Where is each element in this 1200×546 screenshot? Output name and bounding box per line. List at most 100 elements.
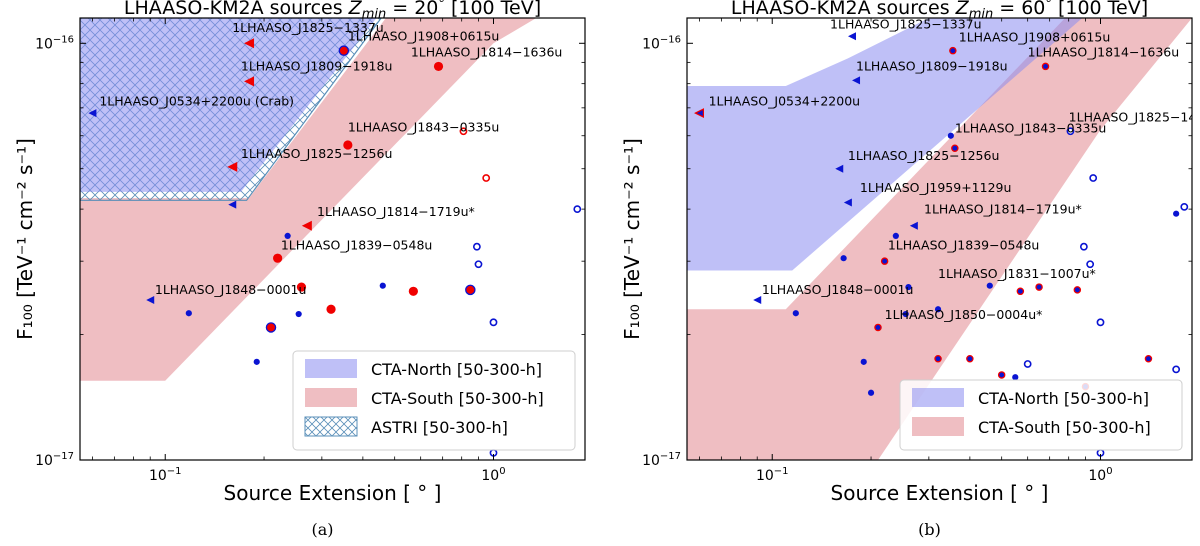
source-label: 1LHAASO_J1850−0004u*	[885, 307, 1043, 322]
source-marker	[408, 286, 418, 296]
source-marker	[338, 45, 350, 56]
source-marker	[835, 164, 844, 173]
source-marker	[1180, 202, 1189, 211]
y-axis-label: F₁₀₀ [TeV⁻¹ cm⁻² s⁻¹]	[13, 138, 37, 340]
x-tick-label: 10−1	[756, 466, 789, 484]
y-tick-label: 10−16	[642, 34, 681, 52]
source-marker	[951, 144, 959, 152]
plot-frame	[686, 17, 1193, 461]
panel-label: (b)	[918, 520, 941, 539]
source-marker	[482, 174, 491, 182]
source-label: 1LHAASO_J1843−0335u	[955, 121, 1106, 136]
source-marker	[909, 221, 918, 230]
source-marker	[860, 358, 867, 365]
source-label: 1LHAASO_J0534+2200u	[709, 93, 861, 108]
source-marker	[848, 32, 857, 41]
source-marker	[1173, 210, 1180, 217]
source-marker	[867, 389, 875, 396]
legend-swatch-north	[305, 359, 357, 378]
y-tick-label: 10−16	[35, 34, 74, 52]
source-label: 1LHAASO_J1814−1636u	[1028, 44, 1180, 59]
source-label: 1LHAASO_J1825−1256u	[241, 146, 392, 161]
source-marker	[880, 257, 889, 265]
legend-swatch-north	[912, 388, 964, 407]
panel-label: (a)	[311, 520, 333, 539]
source-marker	[934, 306, 942, 313]
source-marker	[874, 323, 882, 332]
source-marker	[343, 140, 353, 150]
source-label: 1LHAASO_J1908+0615u	[959, 29, 1111, 44]
source-label: 1LHAASO_J1908+0615u	[348, 29, 500, 44]
region-south	[80, 18, 537, 381]
source-marker	[326, 304, 336, 314]
source-marker	[88, 109, 97, 118]
chart-title: LHAASO-KM2A sources Zmin = 60° [100 TeV]	[731, 0, 1148, 22]
source-marker	[253, 358, 260, 365]
source-label: 1LHAASO_J0534+2200u (Crab)	[99, 93, 294, 108]
plot-area: 1LHAASO_J1825−1337u1LHAASO_J1908+0615u1L…	[687, 17, 1192, 460]
source-marker	[1089, 174, 1098, 182]
source-marker	[902, 310, 909, 318]
source-marker	[843, 198, 852, 207]
source-label: 1LHAASO_J1809−1918u	[856, 59, 1008, 74]
source-marker	[1066, 127, 1075, 136]
plot-frame	[79, 17, 586, 461]
source-marker	[694, 108, 705, 119]
source-marker	[379, 282, 386, 289]
source-label: 1LHAASO_J1848−0001u	[762, 282, 914, 297]
source-marker	[949, 46, 957, 55]
chart-panel-a: 1LHAASO_J1825−1337u1LHAASO_J1908+0615u1L…	[13, 0, 586, 539]
source-marker	[489, 318, 498, 327]
region-south	[687, 18, 1192, 460]
source-marker	[840, 255, 847, 262]
legend-swatch-south	[305, 388, 357, 407]
chart-panel-b: 1LHAASO_J1825−1337u1LHAASO_J1908+0615u1L…	[620, 0, 1193, 539]
y-tick-label: 10−17	[35, 451, 74, 469]
source-label: 1LHAASO_J1839−0548u	[888, 238, 1040, 253]
region-north	[80, 18, 377, 192]
source-marker	[1012, 374, 1019, 381]
legend-swatch-astri	[304, 416, 358, 437]
source-marker	[1041, 62, 1050, 71]
y-axis-label: F₁₀₀ [TeV⁻¹ cm⁻² s⁻¹]	[620, 138, 644, 340]
source-marker	[905, 283, 912, 291]
legend-label: CTA-North [50-300-h]	[978, 389, 1149, 408]
source-label: 1LHAASO_J1825−1337u	[830, 17, 982, 32]
source-marker	[465, 284, 476, 296]
source-marker	[1096, 318, 1105, 327]
source-marker	[244, 38, 255, 49]
region-north	[687, 18, 1083, 271]
source-marker	[301, 220, 312, 231]
source-marker	[474, 260, 483, 269]
source-marker	[1144, 354, 1153, 363]
source-label: 1LHAASO_J1825−1256u	[848, 148, 1000, 163]
source-marker	[1023, 360, 1032, 368]
source-marker	[459, 127, 468, 136]
source-label: 1LHAASO_J1814−1719u*	[317, 204, 475, 219]
legend-label: CTA-South [50-300-h]	[371, 389, 544, 408]
legend-box	[899, 379, 1183, 451]
chart-title: LHAASO-KM2A sources Zmin = 20° [100 TeV]	[124, 0, 541, 22]
x-axis-label: Source Extension [ ° ]	[224, 481, 442, 505]
source-marker	[1079, 242, 1088, 251]
source-marker	[573, 205, 582, 214]
source-label: 1LHAASO_J1843−0335u	[348, 119, 500, 134]
legend: CTA-North [50-300-h] CTA-South [50-300-h]	[899, 379, 1183, 451]
source-marker	[934, 354, 942, 363]
source-marker	[433, 61, 444, 72]
x-tick-label: 100	[481, 466, 505, 484]
source-marker	[227, 161, 238, 172]
source-label: 1LHAASO_J1831−1007u*	[938, 266, 1096, 281]
legend-label: CTA-North [50-300-h]	[371, 360, 542, 379]
source-marker	[1035, 283, 1043, 291]
source-marker	[947, 132, 954, 139]
plot-area: 1LHAASO_J1825−1337u1LHAASO_J1908+0615u1L…	[80, 18, 582, 457]
legend-label: CTA-South [50-300-h]	[978, 418, 1151, 437]
source-marker	[852, 76, 861, 85]
legend-label: ASTRI [50-300-h]	[371, 418, 508, 437]
legend-box	[292, 350, 576, 451]
source-marker	[228, 200, 237, 209]
source-marker	[244, 76, 255, 87]
source-marker	[753, 296, 762, 305]
